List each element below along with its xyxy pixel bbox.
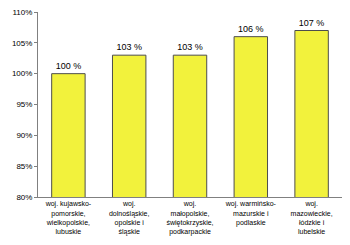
svg-text:woj.małopolskie,świętokrzyskie: woj.małopolskie,świętokrzyskie,podkarpac…: [166, 200, 213, 235]
svg-text:105%: 105%: [12, 39, 32, 48]
svg-text:85%: 85%: [16, 162, 32, 171]
svg-text:100 %: 100 %: [56, 61, 82, 71]
svg-text:107 %: 107 %: [299, 18, 325, 28]
svg-text:103 %: 103 %: [116, 42, 142, 52]
svg-text:woj.mazowieckie,łódzkie ilubel: woj.mazowieckie,łódzkie ilubelskie: [291, 200, 333, 234]
svg-text:95%: 95%: [16, 100, 32, 109]
svg-text:woj. kujawsko-pomorskie,wielko: woj. kujawsko-pomorskie,wielkopolskie,lu…: [45, 200, 92, 234]
svg-text:90%: 90%: [16, 131, 32, 140]
svg-text:103 %: 103 %: [177, 42, 203, 52]
svg-text:woj.dolnośląskie,opolskie iślą: woj.dolnośląskie,opolskie iśląskie: [109, 200, 150, 235]
svg-text:100%: 100%: [12, 69, 32, 78]
svg-text:110%: 110%: [13, 8, 33, 17]
svg-text:woj. warmińsko-mazurskie ipodl: woj. warmińsko-mazurskie ipodlaskie: [225, 200, 277, 226]
svg-text:106 %: 106 %: [238, 24, 264, 34]
svg-text:80%: 80%: [16, 193, 32, 202]
